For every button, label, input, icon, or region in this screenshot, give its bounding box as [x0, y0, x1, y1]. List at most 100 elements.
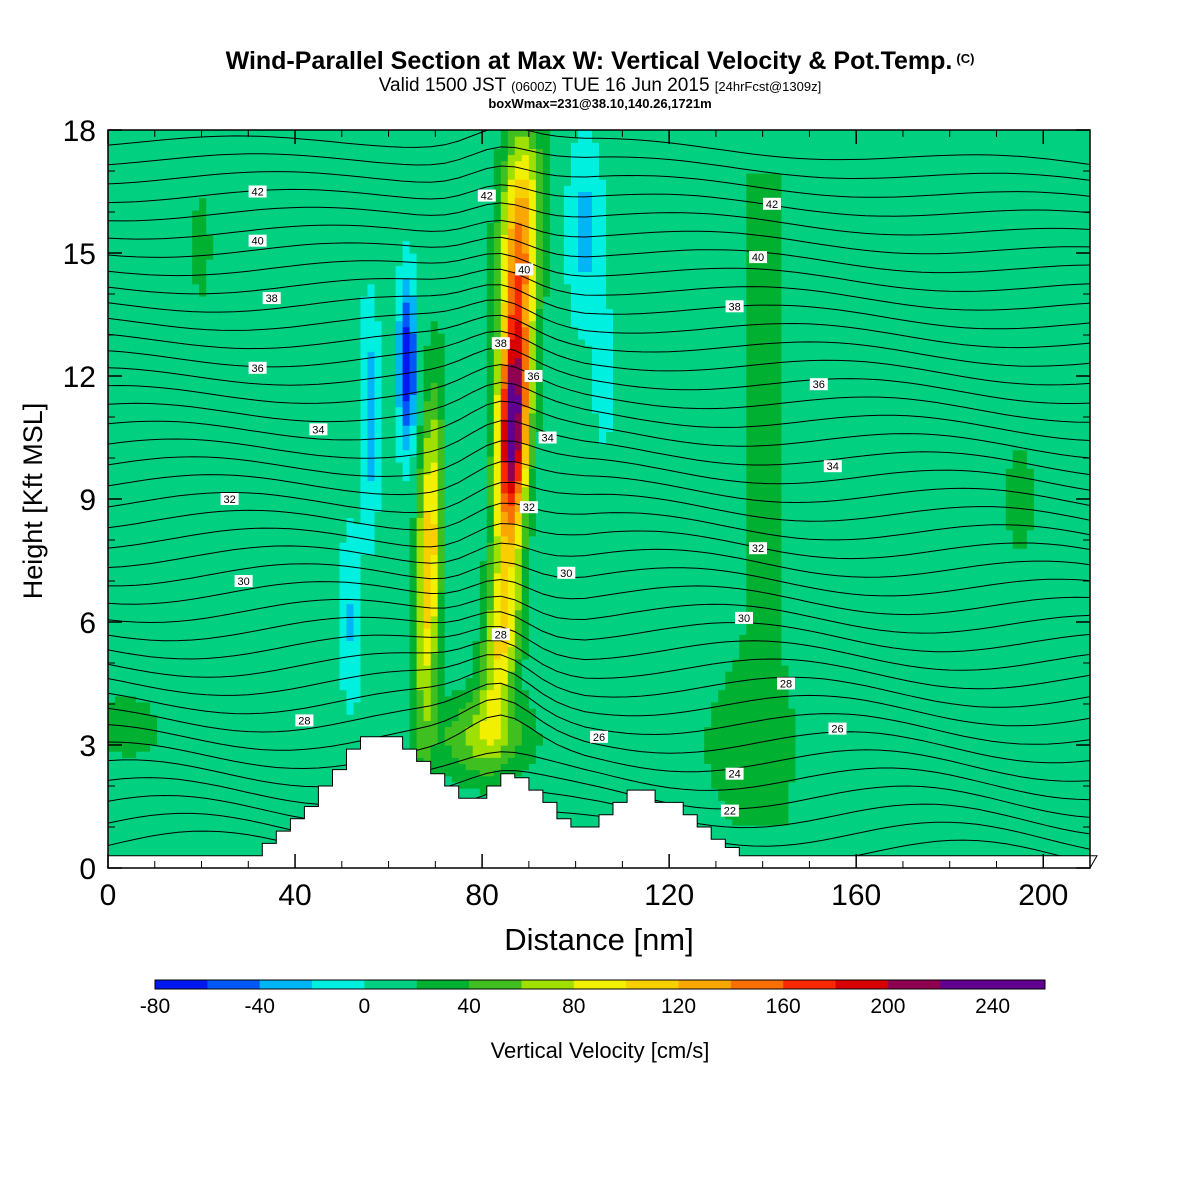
velocity-cell	[108, 683, 116, 691]
velocity-cell	[150, 449, 158, 457]
velocity-cell	[381, 609, 390, 617]
velocity-cell	[143, 203, 151, 211]
velocity-cell	[353, 283, 362, 291]
velocity-cell	[339, 726, 348, 734]
velocity-cell	[227, 376, 235, 383]
velocity-cell	[157, 437, 165, 445]
velocity-cell	[381, 468, 390, 475]
velocity-cell	[136, 160, 144, 168]
velocity-cell	[143, 843, 151, 851]
velocity-cell	[255, 800, 263, 808]
velocity-cell	[346, 443, 355, 451]
velocity-cell	[248, 425, 256, 432]
velocity-cell	[115, 751, 123, 758]
velocity-cell	[339, 437, 348, 445]
velocity-cell	[360, 708, 369, 715]
velocity-cell	[220, 437, 228, 445]
velocity-cell	[164, 628, 172, 635]
velocity-cell	[199, 142, 207, 149]
velocity-cell	[346, 745, 355, 752]
velocity-cell	[206, 720, 214, 728]
velocity-cell	[115, 702, 123, 709]
velocity-cell	[185, 400, 193, 408]
velocity-cell	[304, 695, 312, 703]
velocity-cell	[241, 234, 249, 242]
velocity-cell	[297, 185, 305, 192]
velocity-cell	[339, 412, 348, 420]
velocity-cell	[122, 431, 130, 438]
velocity-cell	[178, 683, 186, 691]
velocity-cell	[234, 781, 242, 789]
velocity-cell	[171, 240, 179, 248]
velocity-cell	[115, 228, 123, 236]
velocity-cell	[227, 597, 235, 605]
velocity-cell	[192, 191, 200, 199]
velocity-cell	[136, 154, 144, 162]
velocity-cell	[318, 671, 326, 678]
velocity-cell	[374, 554, 383, 562]
velocity-cell	[220, 714, 228, 722]
velocity-cell	[115, 357, 123, 365]
velocity-cell	[325, 517, 333, 525]
velocity-cell	[367, 652, 376, 660]
velocity-cell	[143, 357, 151, 365]
velocity-cell	[213, 849, 221, 857]
velocity-cell	[290, 646, 298, 654]
velocity-cell	[381, 505, 390, 512]
velocity-cell	[353, 191, 362, 199]
velocity-cell	[304, 160, 312, 168]
velocity-cell	[346, 400, 355, 408]
velocity-cell	[192, 296, 200, 303]
velocity-cell	[213, 523, 221, 531]
velocity-cell	[367, 517, 376, 525]
velocity-cell	[255, 271, 263, 279]
velocity-cell	[192, 283, 200, 291]
velocity-cell	[108, 468, 116, 475]
velocity-cell	[171, 818, 179, 826]
velocity-cell	[122, 154, 130, 162]
velocity-cell	[374, 302, 383, 309]
velocity-cell	[241, 406, 249, 414]
velocity-cell	[381, 228, 390, 236]
velocity-cell	[283, 308, 291, 315]
velocity-cell	[171, 560, 179, 568]
velocity-cell	[234, 640, 242, 648]
velocity-cell	[311, 683, 319, 691]
velocity-cell	[248, 646, 256, 654]
velocity-cell	[339, 173, 348, 180]
velocity-cell	[178, 240, 186, 248]
velocity-cell	[227, 302, 235, 309]
velocity-cell	[346, 462, 355, 469]
velocity-cell	[248, 332, 256, 340]
velocity-cell	[241, 548, 249, 555]
velocity-cell	[213, 246, 221, 254]
velocity-cell	[185, 425, 193, 432]
velocity-cell	[248, 437, 256, 445]
velocity-cell	[248, 388, 256, 395]
velocity-cell	[255, 732, 263, 740]
velocity-cell	[283, 234, 291, 242]
velocity-cell	[311, 492, 319, 500]
velocity-cell	[199, 369, 207, 377]
velocity-cell	[108, 622, 116, 629]
velocity-cell	[297, 265, 305, 272]
velocity-cell	[227, 388, 235, 395]
velocity-cell	[346, 665, 355, 672]
velocity-cell	[325, 769, 333, 777]
velocity-cell	[276, 818, 284, 826]
velocity-cell	[157, 628, 165, 635]
velocity-cell	[283, 788, 291, 795]
velocity-cell	[311, 757, 319, 764]
velocity-cell	[164, 308, 172, 315]
velocity-cell	[374, 578, 383, 586]
velocity-cell	[304, 745, 312, 752]
velocity-cell	[143, 665, 151, 672]
velocity-cell	[297, 160, 305, 168]
velocity-cell	[164, 173, 172, 180]
velocity-cell	[150, 628, 158, 635]
velocity-cell	[227, 142, 235, 149]
velocity-cell	[129, 738, 137, 746]
velocity-cell	[150, 265, 158, 272]
velocity-cell	[213, 216, 221, 223]
velocity-cell	[115, 240, 123, 248]
